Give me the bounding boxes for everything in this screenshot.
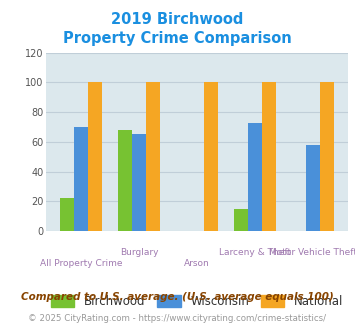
Text: Property Crime Comparison: Property Crime Comparison bbox=[63, 31, 292, 46]
Bar bbox=[60, 198, 74, 231]
Bar bbox=[262, 82, 276, 231]
Text: 2019 Birchwood: 2019 Birchwood bbox=[111, 12, 244, 26]
Bar bbox=[320, 82, 334, 231]
Text: Burglary: Burglary bbox=[120, 248, 158, 257]
Bar bbox=[74, 127, 88, 231]
Legend: Birchwood, Wisconsin, National: Birchwood, Wisconsin, National bbox=[46, 290, 348, 313]
Bar bbox=[204, 82, 218, 231]
Bar bbox=[146, 82, 160, 231]
Text: All Property Crime: All Property Crime bbox=[39, 259, 122, 268]
Bar bbox=[248, 122, 262, 231]
Text: © 2025 CityRating.com - https://www.cityrating.com/crime-statistics/: © 2025 CityRating.com - https://www.city… bbox=[28, 314, 327, 323]
Text: Compared to U.S. average. (U.S. average equals 100): Compared to U.S. average. (U.S. average … bbox=[21, 292, 334, 302]
Bar bbox=[118, 130, 132, 231]
Bar bbox=[234, 209, 248, 231]
Text: Larceny & Theft: Larceny & Theft bbox=[219, 248, 291, 257]
Text: Motor Vehicle Theft: Motor Vehicle Theft bbox=[269, 248, 355, 257]
Bar bbox=[132, 134, 146, 231]
Text: Arson: Arson bbox=[184, 259, 210, 268]
Bar bbox=[306, 145, 320, 231]
Bar bbox=[88, 82, 102, 231]
